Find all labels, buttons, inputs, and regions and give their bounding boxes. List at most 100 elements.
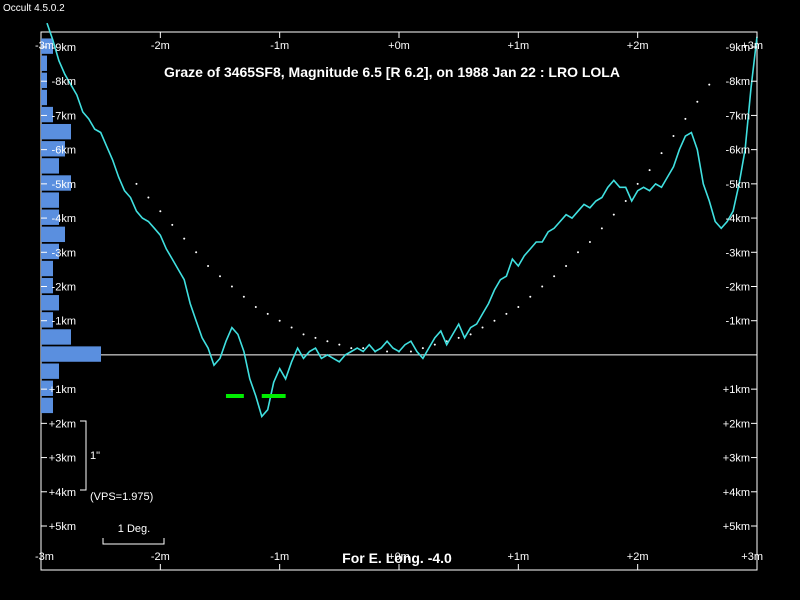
y-tick-label-left: -4km (52, 213, 76, 225)
y-tick-label-left: +3km (49, 453, 76, 465)
app-title: Occult 4.5.0.2 (3, 3, 65, 14)
limb-dot (302, 333, 305, 336)
y-tick-label-right: -1km (726, 316, 750, 328)
mean-limb-dots (135, 83, 711, 353)
limb-dot (612, 213, 615, 216)
histogram (41, 38, 101, 414)
limb-dot (338, 343, 341, 346)
x-tick-label-top: +3m (741, 40, 763, 52)
histogram-bar (41, 380, 53, 396)
limb-dot (553, 275, 556, 278)
y-tick-label-left: -7km (52, 110, 76, 122)
x-tick-label-bottom: -3m (35, 551, 54, 563)
x-tick-label-bottom: +2m (627, 551, 649, 563)
limb-profile-line (46, 22, 758, 419)
histogram-bar (41, 72, 47, 89)
histogram-bar (41, 329, 71, 345)
limb-dot (147, 196, 150, 199)
x-tick-label-top: +0m (388, 40, 410, 52)
limb-dot (421, 347, 424, 350)
limb-dot (171, 223, 174, 226)
histogram-bar (41, 260, 53, 277)
x-tick-label-bottom: +0m (388, 551, 410, 563)
y-tick-label-right: -8km (726, 76, 750, 88)
y-tick-label-left: -6km (52, 145, 76, 157)
limb-dot (242, 295, 245, 298)
limb-dot (469, 333, 472, 336)
histogram-bar (41, 243, 59, 260)
y-tick-label-right: +5km (723, 521, 750, 533)
vertical-scale-bar: 1" (VPS=1.975) (80, 420, 153, 503)
plot-frame (40, 31, 758, 571)
limb-dot (135, 182, 138, 185)
limb-dot (696, 100, 699, 103)
y-tick-label-right: -9km (726, 42, 750, 54)
limb-dot (648, 169, 651, 172)
histogram-bar (41, 175, 71, 191)
y-tick-label-right: +3km (723, 453, 750, 465)
histogram-bar (41, 209, 59, 225)
y-tick-label-right: +4km (723, 487, 750, 499)
vertical-scale-label: 1" (90, 450, 100, 462)
histogram-bar (41, 226, 65, 243)
limb-dot (409, 350, 412, 353)
histogram-bar (41, 192, 59, 208)
histogram-bar (41, 55, 47, 71)
x-tick-label-top: +1m (507, 40, 529, 52)
y-tick-label-right: -4km (726, 213, 750, 225)
limb-dot (565, 264, 568, 267)
y-tick-label-right: +1km (723, 384, 750, 396)
histogram-bar (41, 312, 53, 328)
limb-dot (195, 251, 198, 254)
y-tick-label-left: +4km (49, 487, 76, 499)
limb-dot (624, 199, 627, 202)
y-tick-label-left: -5km (52, 179, 76, 191)
histogram-bar (41, 141, 65, 157)
limb-dot (159, 210, 162, 213)
vps-note: (VPS=1.975) (90, 491, 153, 503)
histogram-bar (41, 158, 59, 174)
horizontal-scale-bar: 1 Deg. (102, 523, 165, 545)
chart-title: Graze of 3465SF8, Magnitude 6.5 [R 6.2],… (164, 64, 620, 80)
limb-dot (481, 326, 484, 329)
histogram-bar (41, 38, 53, 54)
limb-dot (684, 117, 687, 120)
limb-dot (708, 83, 711, 86)
y-tick-label-right: +2km (723, 418, 750, 430)
x-tick-label-bottom: +3m (741, 551, 763, 563)
histogram-bar (41, 295, 59, 311)
limb-dot (517, 306, 520, 309)
limb-dot (362, 347, 365, 350)
x-tick-label-bottom: +1m (507, 551, 529, 563)
limb-dot (266, 312, 269, 315)
histogram-bar (41, 397, 53, 414)
limb-dot (230, 285, 233, 288)
limb-dot (588, 241, 591, 244)
y-tick-label-left: -3km (52, 247, 76, 259)
y-tick-label-right: -6km (726, 145, 750, 157)
limb-dot (207, 264, 210, 267)
y-tick-label-right: -3km (726, 247, 750, 259)
histogram-bar (41, 89, 47, 106)
limb-dot (219, 275, 221, 278)
y-tick-label-left: -1km (52, 316, 76, 328)
limb-dot (493, 319, 496, 322)
limb-dot (577, 251, 579, 254)
histogram-bar (41, 123, 71, 140)
x-tick-label-bottom: -2m (151, 551, 170, 563)
limb-dot (541, 285, 544, 288)
limb-dot (600, 227, 603, 230)
limb-dot (672, 134, 675, 137)
histogram-bar (41, 346, 101, 362)
histogram-bar (41, 106, 53, 123)
y-axis-ticks: -9km -9km -8km -8km -7km -7km -6km -6km -5km -5km… (41, 42, 757, 533)
limb-dot (183, 237, 186, 240)
y-tick-label-right: -2km (726, 282, 750, 294)
limb-dot (314, 336, 317, 339)
x-tick-label-top: -1m (270, 40, 289, 52)
limb-dot (433, 343, 436, 346)
longitude-footer: For E. Long. -4.0 (342, 550, 452, 566)
y-tick-label-left: +5km (49, 521, 76, 533)
limb-dot (326, 340, 329, 343)
